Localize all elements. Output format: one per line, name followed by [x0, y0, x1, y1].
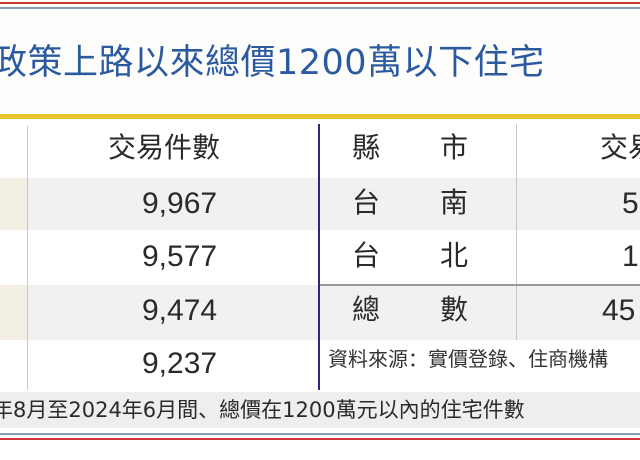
- bottom-red-rule: [0, 438, 640, 440]
- row-lead-cell: [0, 285, 27, 340]
- total-count: 45: [602, 294, 636, 327]
- column-divider: [516, 124, 517, 340]
- bottom-blue-rule: [0, 433, 640, 435]
- header-county: 縣: [352, 131, 381, 164]
- transaction-count: 9,237: [142, 347, 218, 380]
- table-header-row: [0, 119, 640, 178]
- table-split-divider: [318, 124, 320, 390]
- footnote: 年8月至2024年6月間、總價在1200萬元以內的住宅件數: [0, 398, 525, 422]
- table-row: [0, 178, 640, 230]
- county-name: 南: [440, 186, 469, 219]
- transaction-count: 9,474: [142, 294, 218, 327]
- column-divider: [27, 126, 28, 390]
- table-row: [0, 285, 640, 340]
- county-name: 台: [352, 239, 381, 272]
- transaction-count: 9,577: [142, 240, 218, 273]
- top-blue-rule: [0, 7, 640, 9]
- transaction-count: 9,967: [142, 187, 218, 220]
- county-count: 5: [622, 187, 639, 220]
- header-transaction-count-right: 交易: [600, 131, 640, 164]
- title-band: 政策上路以來總價1200萬以下住宅: [0, 10, 640, 114]
- county-name: 台: [352, 186, 381, 219]
- county-count: 1: [622, 240, 639, 273]
- total-label: 總: [352, 293, 381, 326]
- footnote-band: [0, 392, 640, 428]
- title-underline: [0, 114, 640, 119]
- header-city: 市: [440, 131, 469, 164]
- header-transaction-count: 交易件數: [108, 131, 221, 164]
- row-lead-cell: [0, 178, 27, 230]
- table-row: [0, 230, 640, 285]
- total-label: 數: [440, 293, 469, 326]
- table-row: [0, 340, 640, 392]
- county-name: 北: [440, 239, 469, 272]
- top-red-rule: [0, 2, 640, 4]
- page-title: 政策上路以來總價1200萬以下住宅: [0, 43, 545, 83]
- total-row-divider: [320, 284, 640, 286]
- data-source-note: 資料來源：實價登錄、住商機構: [328, 347, 608, 371]
